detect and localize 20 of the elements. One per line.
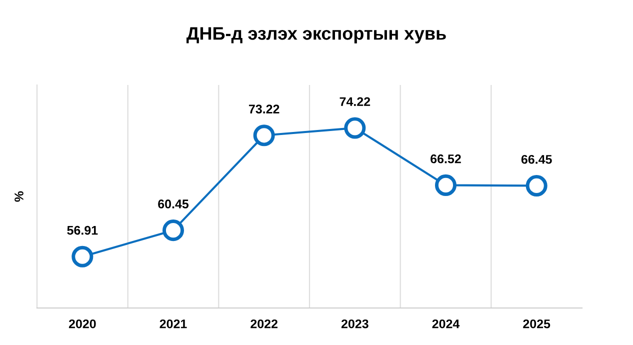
- point: [162, 220, 184, 242]
- point: [253, 124, 275, 146]
- x-tick-label: 2021: [160, 319, 187, 328]
- point: [434, 174, 457, 196]
- data-label: 60.45: [158, 200, 189, 208]
- y-axis-title: %: [14, 191, 24, 202]
- x-tick-label: 2022: [250, 319, 278, 328]
- point: [72, 246, 94, 268]
- data-label: 66.45: [521, 154, 552, 164]
- data-label: 66.52: [430, 154, 461, 164]
- chart-title: ДНБ-д эзлэх экспортын хувь: [186, 27, 446, 44]
- data-label: 74.22: [340, 97, 370, 106]
- data-label: 73.22: [248, 104, 280, 114]
- data-label: 56.91: [67, 226, 98, 235]
- x-tick-label: 2025: [523, 319, 550, 328]
- x-tick-label: 2020: [68, 319, 96, 328]
- x-tick-label: 2024: [432, 319, 460, 328]
- point: [526, 174, 548, 196]
- x-tick-label: 2023: [341, 319, 368, 328]
- point: [344, 117, 366, 139]
